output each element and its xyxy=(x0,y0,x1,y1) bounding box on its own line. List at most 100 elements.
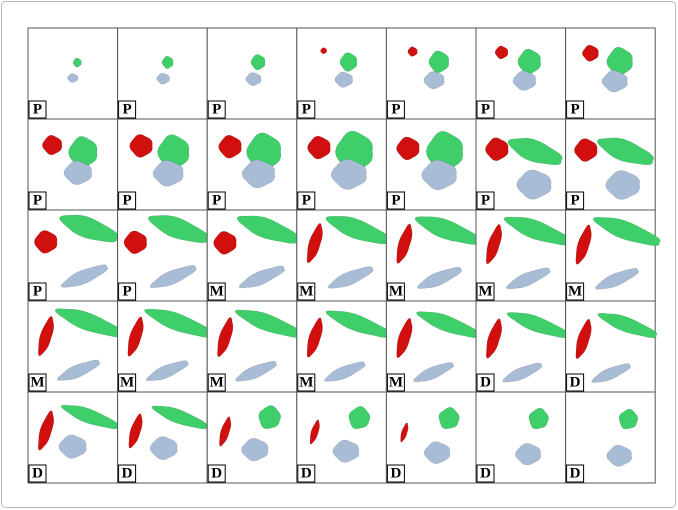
panel-label: P xyxy=(481,192,490,208)
label-box xyxy=(207,191,226,210)
label-box xyxy=(566,373,585,392)
panel-label: P xyxy=(571,101,580,117)
label-box xyxy=(476,373,495,392)
red-structure xyxy=(217,316,234,358)
red-structure xyxy=(33,230,58,254)
label-box xyxy=(118,191,137,210)
panel-label: P xyxy=(123,283,132,299)
label-box xyxy=(386,100,405,119)
label-box xyxy=(386,373,405,392)
blue-structure xyxy=(413,362,455,383)
green-structure xyxy=(618,408,639,430)
green-structure xyxy=(161,55,174,69)
label-box xyxy=(28,373,47,392)
label-box xyxy=(28,464,47,483)
green-structure xyxy=(348,405,371,430)
label-box xyxy=(386,191,405,210)
red-structure xyxy=(127,316,144,357)
label-box xyxy=(28,100,47,119)
green-structure xyxy=(517,48,542,75)
label-box xyxy=(476,282,495,301)
red-structure xyxy=(123,230,148,255)
red-structure xyxy=(213,231,237,255)
label-box xyxy=(476,191,495,210)
label-box xyxy=(476,464,495,483)
blue-structure xyxy=(605,170,641,200)
panel-label: P xyxy=(123,101,132,117)
green-structure xyxy=(258,405,282,430)
panel-label: D xyxy=(570,465,581,481)
green-structure xyxy=(415,311,481,339)
green-structure xyxy=(143,308,214,339)
panel-label: D xyxy=(122,465,133,481)
label-box xyxy=(297,464,316,483)
red-structure xyxy=(581,44,599,62)
panel-grid: P P P P P P P P P P P P P P P P M M M M M M M M M M D D D D D D D D D xyxy=(27,27,661,484)
green-structure xyxy=(592,216,661,247)
label-box xyxy=(297,100,316,119)
panel-label: P xyxy=(571,192,580,208)
blue-structure xyxy=(56,359,101,381)
panel-label: M xyxy=(478,283,492,299)
panel-label: P xyxy=(391,101,400,117)
red-structure xyxy=(396,223,413,264)
green-structure xyxy=(339,52,358,72)
green-structure xyxy=(438,406,460,430)
label-box xyxy=(118,464,137,483)
blue-structure xyxy=(323,361,366,382)
blue-structure xyxy=(238,265,286,289)
blue-structure xyxy=(156,72,170,85)
green-structure xyxy=(503,216,571,246)
red-structure xyxy=(218,135,242,159)
green-structure xyxy=(596,137,655,165)
red-structure xyxy=(400,422,409,443)
panel-label: M xyxy=(568,283,582,299)
blue-structure xyxy=(234,360,278,382)
red-structure xyxy=(575,318,592,360)
label-box xyxy=(118,373,137,392)
label-box xyxy=(207,282,226,301)
panel-label: M xyxy=(210,283,224,299)
panel-label: D xyxy=(480,374,491,390)
panel-label: M xyxy=(389,374,403,390)
panel-label: P xyxy=(33,101,42,117)
blue-structure xyxy=(516,169,552,200)
panel-label: D xyxy=(390,465,401,481)
blue-structure xyxy=(334,71,354,88)
red-structure xyxy=(307,135,331,160)
green-structure xyxy=(60,404,120,430)
blue-structure xyxy=(149,264,197,289)
blue-structure xyxy=(63,160,93,186)
panel-label: D xyxy=(480,465,491,481)
red-structure xyxy=(219,416,232,447)
red-structure xyxy=(485,137,509,162)
blue-structure xyxy=(512,70,537,91)
label-box xyxy=(207,464,226,483)
red-structure xyxy=(575,224,592,265)
label-box xyxy=(297,191,316,210)
label-box xyxy=(207,100,226,119)
label-box xyxy=(297,282,316,301)
panel-label: M xyxy=(30,374,44,390)
green-structure xyxy=(597,312,658,339)
label-box xyxy=(566,282,585,301)
panel-label: M xyxy=(389,283,403,299)
panel-label: M xyxy=(120,374,134,390)
blue-structure xyxy=(67,73,79,83)
label-box xyxy=(386,464,405,483)
red-structure xyxy=(485,223,503,265)
panel-label: P xyxy=(302,192,311,208)
label-box xyxy=(207,373,226,392)
label-box xyxy=(118,282,137,301)
panel-label: M xyxy=(299,283,313,299)
blue-structure xyxy=(241,159,276,189)
panel-label: P xyxy=(33,192,42,208)
red-structure xyxy=(37,315,55,357)
label-box xyxy=(476,100,495,119)
green-structure xyxy=(325,310,392,339)
blue-structure xyxy=(241,437,269,462)
label-box xyxy=(566,464,585,483)
label-box xyxy=(28,191,47,210)
label-box xyxy=(566,191,585,210)
blue-structure xyxy=(423,71,445,90)
